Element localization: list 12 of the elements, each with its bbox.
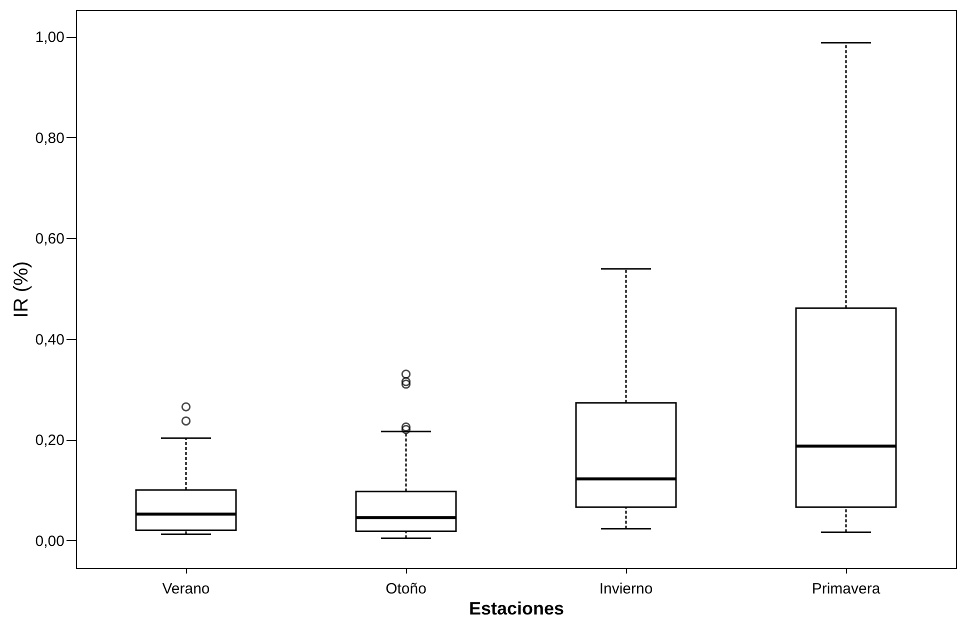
y-axis-title: IR (%) <box>10 261 32 318</box>
y-tick-label: 0,00 <box>35 532 64 550</box>
y-tick-label: 0,80 <box>35 130 64 147</box>
x-tick-label: Invierno <box>599 580 653 598</box>
x-axis-title: Estaciones <box>468 598 564 618</box>
x-tick-label: Otoño <box>386 580 426 598</box>
y-tick-label: 0,60 <box>35 230 64 248</box>
x-tick-label: Primavera <box>812 580 881 598</box>
x-tick-label: Verano <box>162 580 210 598</box>
y-tick-label: 0,20 <box>35 432 64 450</box>
y-tick-label: 0,40 <box>35 331 64 348</box>
y-tick-label: 1,00 <box>35 29 64 46</box>
